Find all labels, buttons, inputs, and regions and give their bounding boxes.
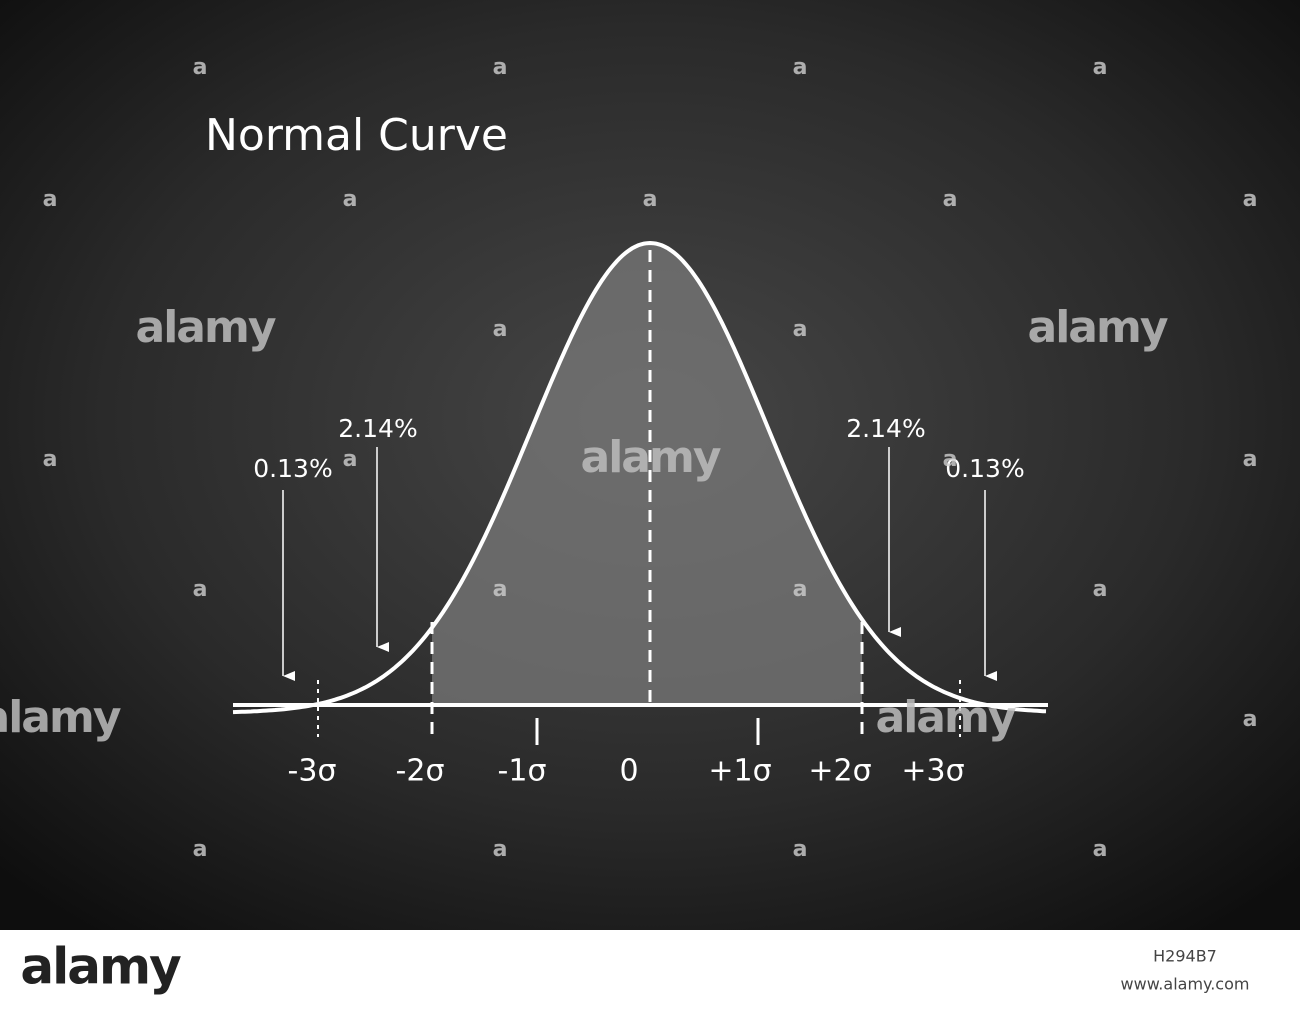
annotation: 2.14% xyxy=(338,414,417,443)
watermark-mark: a xyxy=(493,317,508,342)
watermark-mark: a xyxy=(793,577,808,602)
annotation: 0.13% xyxy=(945,454,1024,483)
normal-curve xyxy=(232,240,1047,715)
watermark-mark: a xyxy=(793,55,808,80)
watermark-mark: a xyxy=(493,55,508,80)
watermark-mark: a xyxy=(43,447,58,472)
watermark: alamy xyxy=(136,302,276,353)
axis-label: +3σ xyxy=(901,754,964,789)
watermark-mark: a xyxy=(1243,707,1258,732)
shaded-area xyxy=(432,243,862,705)
title: Normal Curve xyxy=(205,110,508,161)
image-id: H294B7 xyxy=(1153,947,1217,966)
watermark-mark: a xyxy=(493,577,508,602)
axis-label: 0 xyxy=(619,754,638,789)
watermark-mark: a xyxy=(643,187,658,212)
watermark-mark: a xyxy=(1093,577,1108,602)
watermark-mark: a xyxy=(493,837,508,862)
watermark-mark: a xyxy=(793,317,808,342)
watermarks: alamy alamy alamy alamy alamy a a a a a a a a a a… xyxy=(0,55,1257,862)
axis-label: -3σ xyxy=(288,754,337,789)
watermark-mark: a xyxy=(1243,187,1258,212)
watermark-mark: a xyxy=(193,55,208,80)
axis-label: -2σ xyxy=(396,754,445,789)
annotation: 0.13% xyxy=(253,454,332,483)
watermark-mark: a xyxy=(193,577,208,602)
watermark-mark: a xyxy=(1093,55,1108,80)
axis-label: +1σ xyxy=(708,754,771,789)
watermark-mark: a xyxy=(1093,837,1108,862)
watermark-mark: a xyxy=(343,187,358,212)
watermark: alamy xyxy=(1028,302,1168,353)
watermark-mark: a xyxy=(343,447,358,472)
annotation: 2.14% xyxy=(846,414,925,443)
watermark: alamy xyxy=(876,692,1016,743)
watermark-mark: a xyxy=(793,837,808,862)
watermark-mark: a xyxy=(1243,447,1258,472)
watermark-mark: a xyxy=(193,837,208,862)
url: www.alamy.com xyxy=(1121,975,1250,994)
watermark: alamy xyxy=(0,692,121,743)
axis-label: +2σ xyxy=(808,754,871,789)
watermark-mark: a xyxy=(43,187,58,212)
axis-label: -1σ xyxy=(498,754,547,789)
footer-logo: alamy xyxy=(20,938,181,996)
watermark: alamy xyxy=(581,432,721,483)
watermark-mark: a xyxy=(943,187,958,212)
watermark-mark: a xyxy=(943,447,958,472)
footer-strip xyxy=(0,930,1300,1015)
